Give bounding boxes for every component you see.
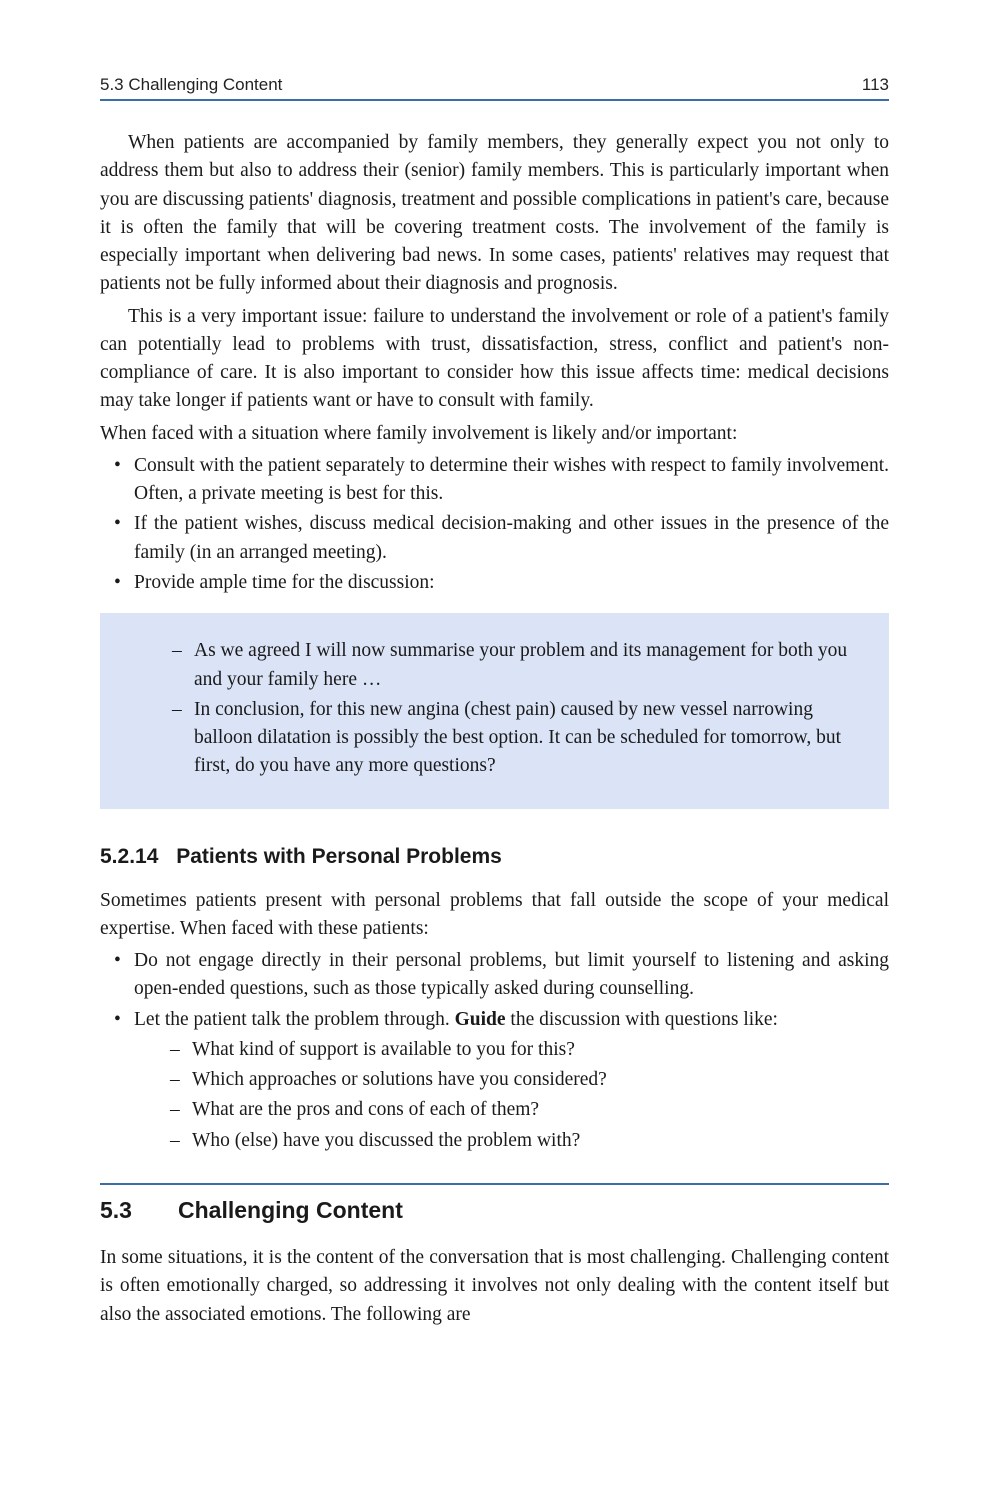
paragraph: This is a very important issue: failure … xyxy=(100,303,889,416)
dash-list: As we agreed I will now summarise your p… xyxy=(136,637,853,780)
dash-list: What kind of support is available to you… xyxy=(134,1036,889,1155)
section-number: 5.3 xyxy=(100,1197,178,1224)
running-head-left: 5.3 Challenging Content xyxy=(100,75,282,95)
subsection-heading: 5.2.14 Patients with Personal Problems xyxy=(100,845,889,869)
section-rule xyxy=(100,1183,889,1185)
list-item: What are the pros and cons of each of th… xyxy=(134,1096,889,1124)
page-number: 113 xyxy=(862,75,889,95)
text-run: Let the patient talk the problem through… xyxy=(134,1009,455,1030)
subsection-number: 5.2.14 xyxy=(100,845,158,868)
section-heading: 5.3Challenging Content xyxy=(100,1197,889,1224)
paragraph: In some situations, it is the content of… xyxy=(100,1244,889,1329)
list-item: Provide ample time for the discussion: xyxy=(100,569,889,597)
list-item: If the patient wishes, discuss medical d… xyxy=(100,510,889,567)
list-item: Who (else) have you discussed the proble… xyxy=(134,1127,889,1155)
list-item: Let the patient talk the problem through… xyxy=(100,1006,889,1155)
list-item: Which approaches or solutions have you c… xyxy=(134,1066,889,1094)
bold-keyword: Guide xyxy=(455,1009,506,1030)
page: 5.3 Challenging Content 113 When patient… xyxy=(0,0,989,1500)
bullet-list: Do not engage directly in their personal… xyxy=(100,947,889,1155)
list-item: In conclusion, for this new angina (ches… xyxy=(136,696,853,781)
list-item: What kind of support is available to you… xyxy=(134,1036,889,1064)
list-item: Consult with the patient separately to d… xyxy=(100,452,889,509)
text-run: the discussion with questions like: xyxy=(506,1009,778,1030)
paragraph: When patients are accompanied by family … xyxy=(100,129,889,299)
list-item: Do not engage directly in their personal… xyxy=(100,947,889,1004)
running-head: 5.3 Challenging Content 113 xyxy=(100,75,889,101)
section-title: Challenging Content xyxy=(178,1197,403,1223)
list-item: As we agreed I will now summarise your p… xyxy=(136,637,853,694)
paragraph: Sometimes patients present with personal… xyxy=(100,887,889,944)
subsection-title: Patients with Personal Problems xyxy=(176,845,502,868)
callout-box: As we agreed I will now summarise your p… xyxy=(100,613,889,808)
paragraph: When faced with a situation where family… xyxy=(100,420,889,448)
bullet-list: Consult with the patient separately to d… xyxy=(100,452,889,597)
